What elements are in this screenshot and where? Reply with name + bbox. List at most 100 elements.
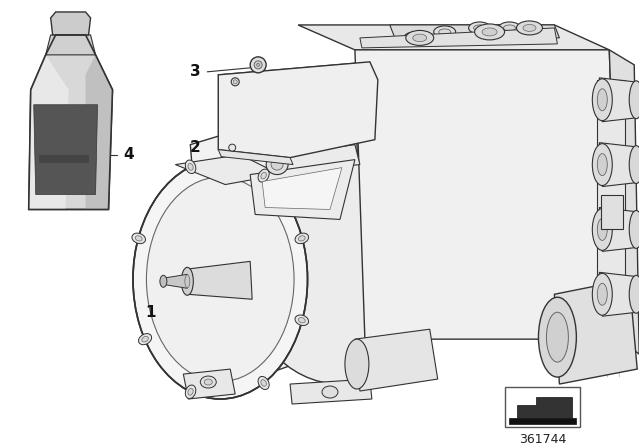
Polygon shape [298,25,609,50]
Ellipse shape [523,25,536,31]
Polygon shape [609,50,639,354]
Polygon shape [45,35,95,55]
Ellipse shape [133,159,308,399]
Ellipse shape [593,273,612,315]
Bar [597,80,625,329]
Ellipse shape [298,318,305,323]
Ellipse shape [345,339,369,389]
Ellipse shape [181,267,193,295]
Ellipse shape [233,80,237,84]
Polygon shape [34,105,97,194]
Polygon shape [516,397,572,418]
Ellipse shape [258,376,269,389]
Polygon shape [355,50,620,339]
Polygon shape [29,55,68,210]
Ellipse shape [482,28,497,36]
Ellipse shape [266,155,288,175]
Ellipse shape [404,32,426,44]
Polygon shape [599,207,637,251]
Ellipse shape [597,154,607,176]
Polygon shape [599,272,637,316]
Ellipse shape [261,380,266,386]
Ellipse shape [254,61,262,69]
Ellipse shape [258,169,269,182]
Ellipse shape [438,29,451,35]
Ellipse shape [547,312,568,362]
Ellipse shape [231,78,239,86]
Bar [38,155,88,163]
Polygon shape [390,25,559,38]
Polygon shape [183,369,236,399]
Ellipse shape [434,26,456,38]
Polygon shape [218,150,293,164]
Ellipse shape [295,315,308,326]
Ellipse shape [186,160,196,174]
Ellipse shape [261,172,266,179]
Ellipse shape [499,22,520,34]
Ellipse shape [597,283,607,305]
Ellipse shape [160,276,167,287]
Text: 1: 1 [145,305,156,320]
Polygon shape [218,62,378,158]
Ellipse shape [204,379,212,385]
Ellipse shape [413,34,427,42]
Ellipse shape [295,233,308,244]
Ellipse shape [138,334,152,345]
Ellipse shape [228,144,236,151]
Ellipse shape [298,236,305,241]
Polygon shape [360,28,557,48]
Ellipse shape [188,388,193,395]
Ellipse shape [593,79,612,121]
Ellipse shape [593,144,612,185]
Ellipse shape [185,275,190,288]
Text: 4: 4 [124,147,134,162]
Polygon shape [51,12,91,35]
Ellipse shape [142,336,148,342]
Ellipse shape [409,35,420,41]
Ellipse shape [322,386,338,398]
Ellipse shape [147,177,294,382]
Polygon shape [355,329,438,391]
Ellipse shape [475,24,504,40]
Text: 3: 3 [189,65,200,79]
Text: 361744: 361744 [519,433,566,446]
Polygon shape [280,145,360,172]
Ellipse shape [257,63,260,66]
Ellipse shape [593,208,612,250]
Polygon shape [250,159,355,220]
Bar [504,387,580,427]
Polygon shape [599,78,637,122]
Polygon shape [175,155,280,185]
Ellipse shape [597,219,607,241]
Text: 2: 2 [189,140,200,155]
Bar [602,194,623,229]
Ellipse shape [271,159,283,170]
Ellipse shape [597,89,607,111]
Ellipse shape [504,25,515,31]
Ellipse shape [188,164,193,170]
Polygon shape [290,379,372,404]
Ellipse shape [468,22,491,34]
Polygon shape [29,35,113,210]
Ellipse shape [629,276,640,313]
Ellipse shape [132,233,145,244]
Polygon shape [186,261,252,299]
Bar [509,418,577,424]
Polygon shape [190,95,365,394]
Ellipse shape [406,30,434,45]
Ellipse shape [200,376,216,388]
Ellipse shape [538,297,577,377]
Ellipse shape [474,25,486,31]
Ellipse shape [629,211,640,248]
Polygon shape [163,274,188,288]
Ellipse shape [135,236,142,241]
Ellipse shape [186,385,196,399]
Ellipse shape [629,81,640,119]
Polygon shape [86,55,113,210]
Ellipse shape [516,21,543,35]
Ellipse shape [243,155,437,384]
Polygon shape [599,142,637,186]
Polygon shape [554,279,637,384]
Ellipse shape [250,57,266,73]
Ellipse shape [629,146,640,184]
